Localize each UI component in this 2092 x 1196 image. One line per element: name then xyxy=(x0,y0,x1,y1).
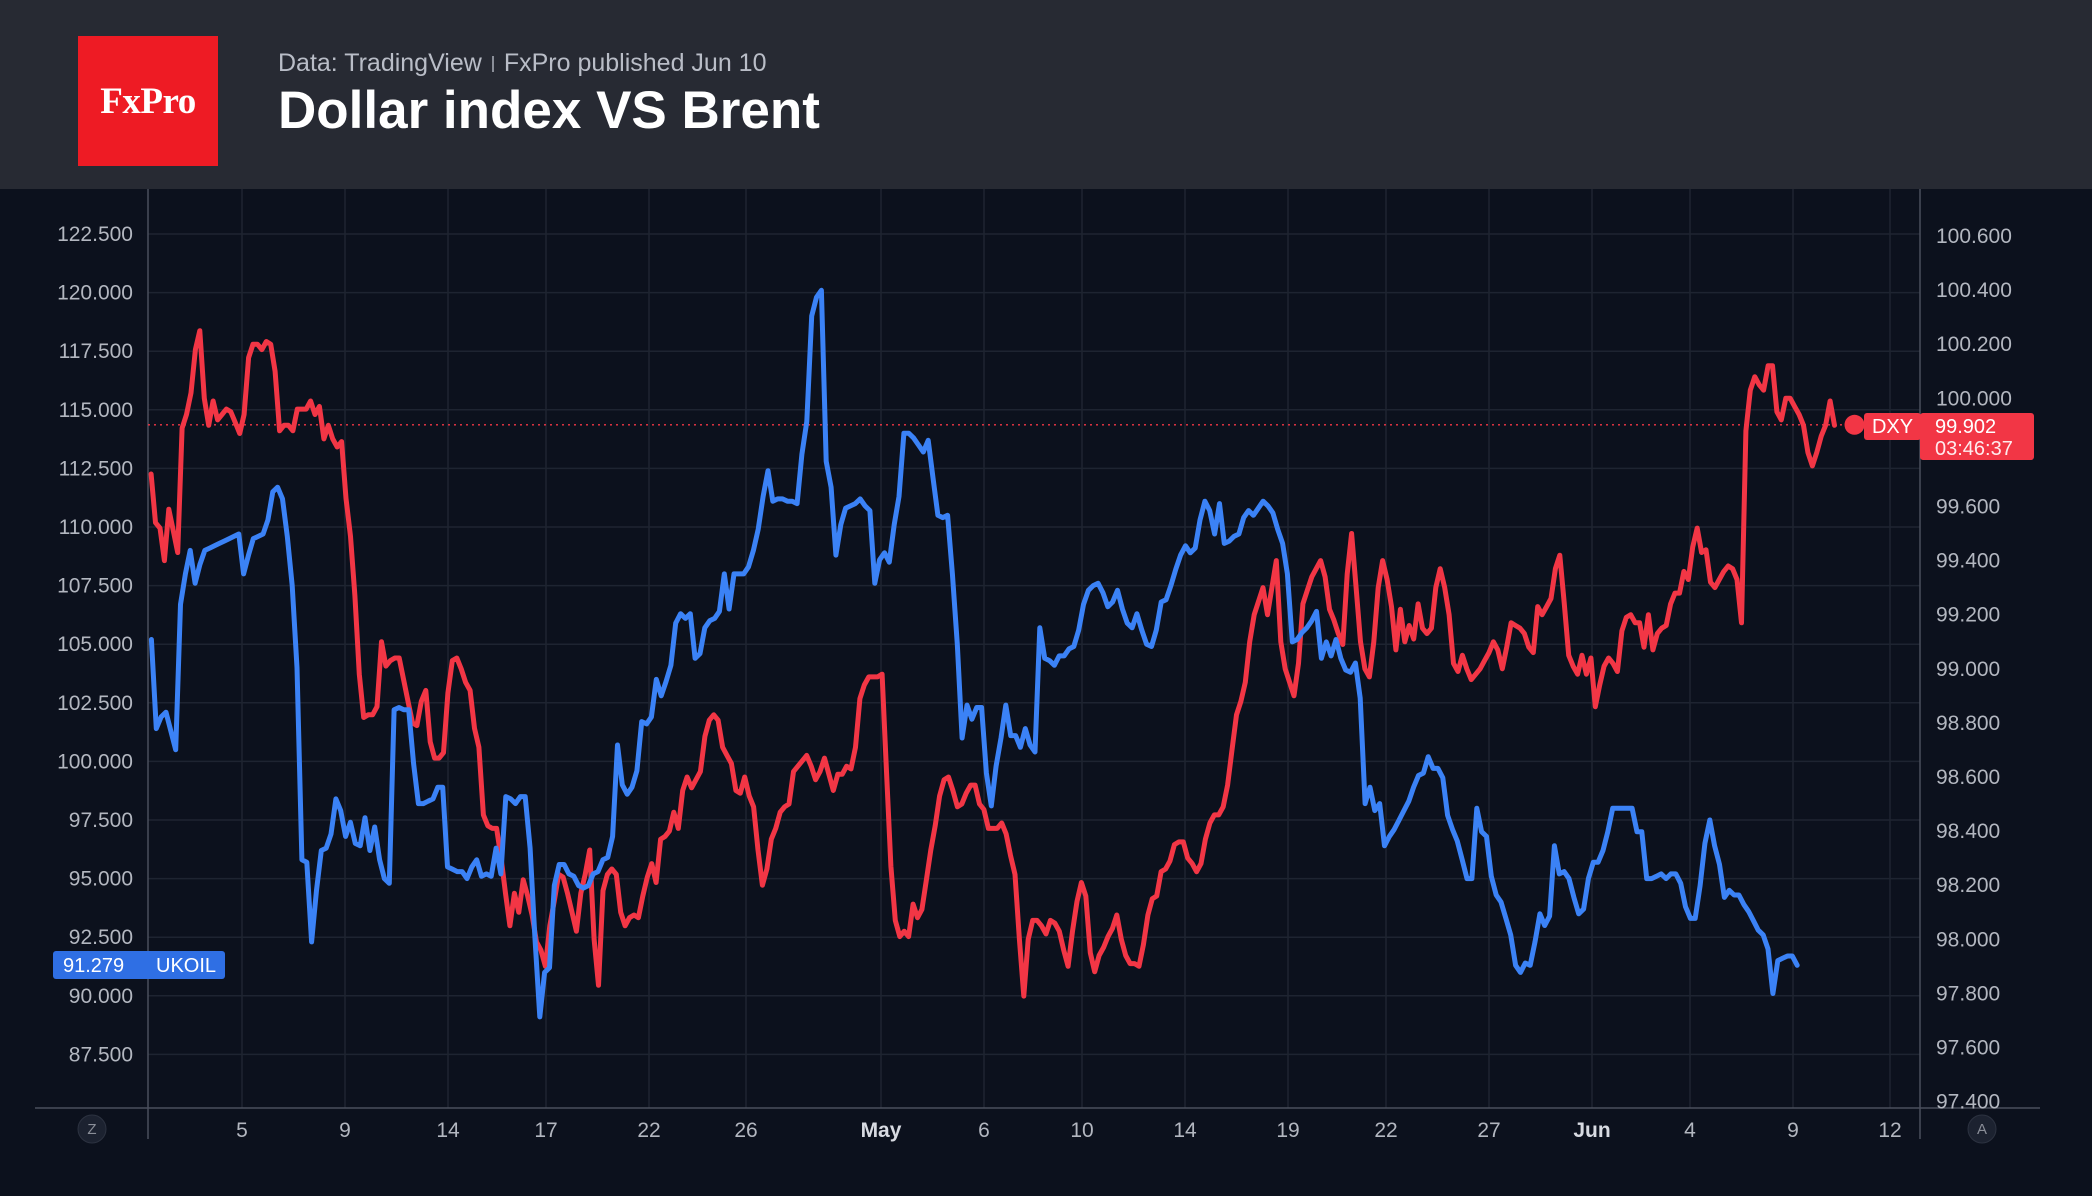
left-button-label: Z xyxy=(87,1121,96,1138)
auto-scale-button[interactable]: A xyxy=(1967,1114,1997,1144)
right-tick-label: 100.200 xyxy=(1936,333,2012,356)
left-tick-label: 92.500 xyxy=(69,926,133,949)
right-tick-label: 97.800 xyxy=(1936,982,2000,1005)
dxy-name: DXY xyxy=(1872,416,1913,438)
right-tick-label: 98.600 xyxy=(1936,766,2000,789)
publish-info: FxPro published Jun 10 xyxy=(503,49,767,77)
x-tick-label: 10 xyxy=(1070,1119,1093,1142)
chart-subtitle: Data: TradingView FxPro published Jun 10 xyxy=(278,49,767,78)
x-tick-label: 26 xyxy=(734,1119,757,1142)
x-tick-label: Jun xyxy=(1573,1119,1610,1142)
ukoil-price-label: 91.279 UKOIL xyxy=(53,951,225,979)
right-tick-label: 100.400 xyxy=(1936,279,2012,302)
left-tick-label: 107.500 xyxy=(57,575,133,598)
series-line-dxy[interactable] xyxy=(148,328,1837,999)
dxy-last-value: 99.902 xyxy=(1935,416,1996,438)
x-tick-label: 9 xyxy=(339,1119,351,1142)
right-tick-label: 99.600 xyxy=(1936,496,2000,519)
ukoil-last-value: 91.279 xyxy=(63,955,124,977)
x-tick-label: 22 xyxy=(637,1119,660,1142)
left-tick-label: 100.000 xyxy=(57,750,133,773)
right-tick-label: 98.400 xyxy=(1936,820,2000,843)
left-tick-label: 117.500 xyxy=(59,340,133,363)
left-tick-label: 122.500 xyxy=(57,223,133,246)
data-source: Data: TradingView xyxy=(278,49,482,77)
left-tick-label: 95.000 xyxy=(69,868,133,891)
x-tick-label: 4 xyxy=(1684,1119,1696,1142)
left-tick-label: 105.000 xyxy=(57,633,133,656)
left-axis[interactable]: 122.500 120.000 117.500 115.000 112.500 110.0… xyxy=(57,223,133,1066)
x-axis[interactable]: 5 9 14 17 22 26 May 6 10 14 19 22 27 Jun 4 9 12 xyxy=(236,1119,1902,1142)
left-tick-label: 102.500 xyxy=(57,692,133,715)
dxy-last-point xyxy=(1844,414,1865,435)
x-tick-label: 5 xyxy=(236,1119,248,1142)
chart-header: FxPro Data: TradingView FxPro published J… xyxy=(0,0,2092,189)
ukoil-tag xyxy=(53,951,225,979)
dxy-value-tag xyxy=(1920,413,2034,460)
fxpro-logo: FxPro xyxy=(78,36,218,166)
right-tick-label: 99.400 xyxy=(1936,550,2000,573)
zoom-reset-button[interactable]: Z xyxy=(77,1114,107,1144)
right-tick-label: 100.600 xyxy=(1936,225,2012,248)
right-tick-label: 98.000 xyxy=(1936,928,2000,951)
left-tick-label: 110.000 xyxy=(59,516,133,539)
series-line-ukoil[interactable] xyxy=(148,287,1800,1020)
logo-text: FxPro xyxy=(100,80,196,122)
right-button-label: A xyxy=(1977,1121,1987,1138)
separator xyxy=(491,56,494,73)
dxy-price-label: DXY 99.902 03:46:37 xyxy=(1864,413,2034,460)
x-tick-label: 9 xyxy=(1787,1119,1799,1142)
x-tick-label: 14 xyxy=(436,1119,460,1142)
right-tick-label: 98.200 xyxy=(1936,874,2000,897)
left-tick-label: 90.000 xyxy=(69,985,133,1008)
x-tick-label: 6 xyxy=(978,1119,990,1142)
left-tick-label: 112.500 xyxy=(59,457,133,480)
left-tick-label: 87.500 xyxy=(69,1043,133,1066)
right-tick-label: 98.800 xyxy=(1936,712,2000,735)
right-tick-label: 99.000 xyxy=(1936,658,2000,681)
left-tick-label: 97.500 xyxy=(69,809,133,832)
x-tick-label: 22 xyxy=(1374,1119,1397,1142)
ukoil-name: UKOIL xyxy=(156,955,216,977)
left-tick-label: 115.000 xyxy=(59,399,133,422)
chart-area[interactable]: 122.500 120.000 117.500 115.000 112.500 110.0… xyxy=(0,189,2092,1196)
right-tick-label: 99.200 xyxy=(1936,604,2000,627)
x-tick-label: May xyxy=(861,1119,902,1142)
chart-title: Dollar index VS Brent xyxy=(278,81,820,140)
right-tick-label: 97.600 xyxy=(1936,1037,2000,1060)
right-axis[interactable]: 100.600 100.400 100.200 100.000 99.600 99.400… xyxy=(1936,225,2012,1114)
x-tick-label: 17 xyxy=(534,1119,557,1142)
left-tick-label: 120.000 xyxy=(57,282,133,305)
dxy-name-tag xyxy=(1864,413,1921,440)
x-tick-label: 19 xyxy=(1276,1119,1299,1142)
x-tick-label: 27 xyxy=(1477,1119,1500,1142)
right-tick-label: 97.400 xyxy=(1936,1091,2000,1114)
x-tick-label: 12 xyxy=(1878,1119,1901,1142)
x-tick-label: 14 xyxy=(1173,1119,1197,1142)
dxy-countdown: 03:46:37 xyxy=(1935,438,2013,460)
right-tick-label: 100.000 xyxy=(1936,387,2012,410)
